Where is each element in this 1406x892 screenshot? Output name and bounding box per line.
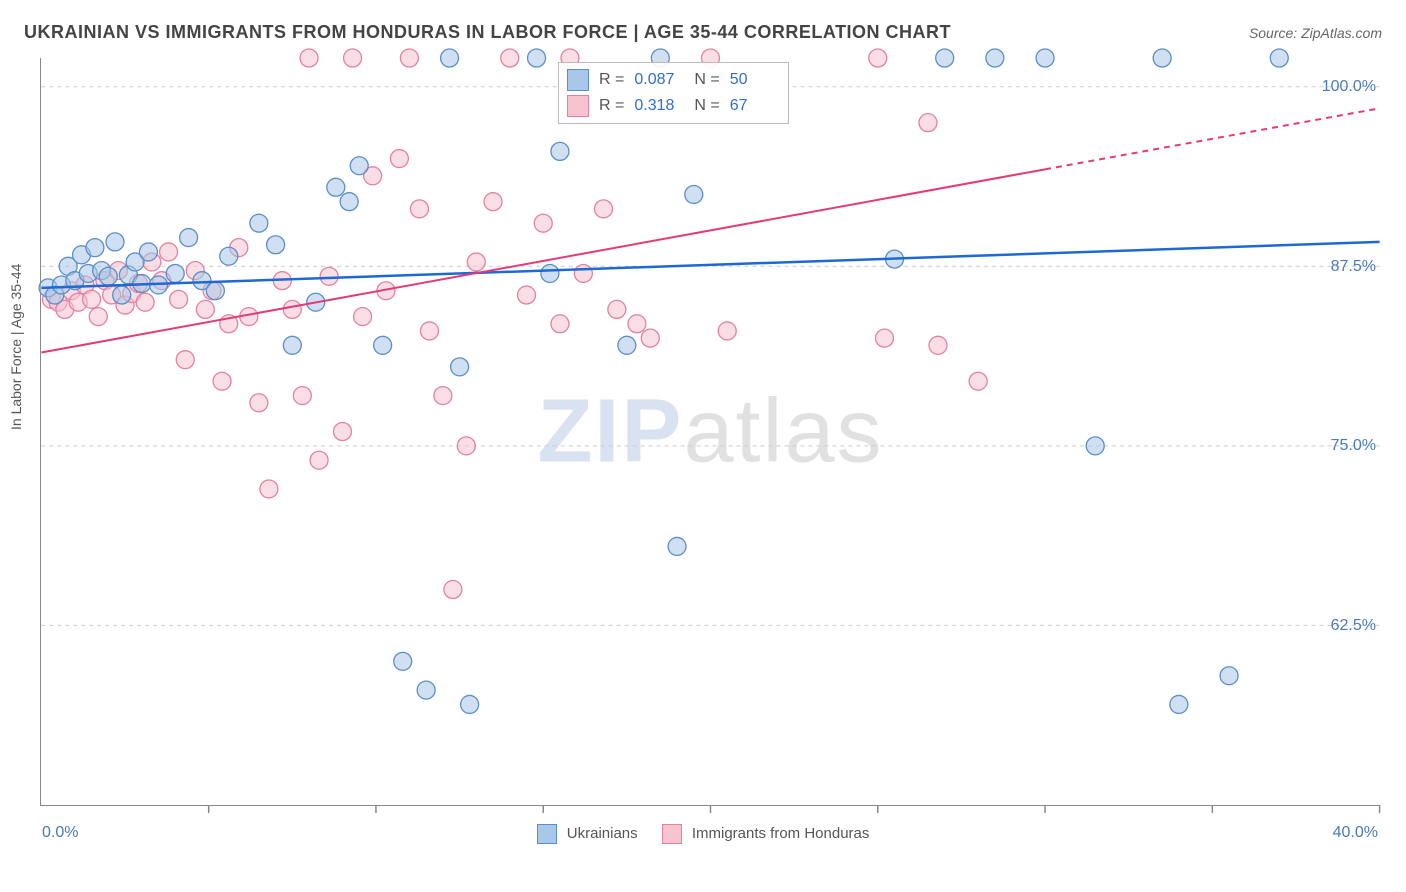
bottom-legend: Ukrainians Immigrants from Honduras bbox=[0, 824, 1406, 844]
chart-container: UKRAINIAN VS IMMIGRANTS FROM HONDURAS IN… bbox=[0, 0, 1406, 892]
x-min-label: 0.0% bbox=[42, 824, 78, 842]
r-value-1: 0.087 bbox=[634, 71, 684, 89]
r-label-1: R = bbox=[599, 71, 624, 89]
r-label-2: R = bbox=[599, 97, 624, 115]
legend-swatch-1 bbox=[537, 824, 557, 844]
stats-row-series-2: R = 0.318 N = 67 bbox=[567, 93, 780, 119]
y-tick-label: 62.5% bbox=[1331, 617, 1376, 635]
n-value-2: 67 bbox=[730, 97, 780, 115]
legend-item-1: Ukrainians bbox=[537, 824, 638, 844]
title-bar: UKRAINIAN VS IMMIGRANTS FROM HONDURAS IN… bbox=[24, 22, 1382, 43]
x-max-label: 40.0% bbox=[1333, 824, 1378, 842]
stats-swatch-1 bbox=[567, 69, 589, 91]
chart-title: UKRAINIAN VS IMMIGRANTS FROM HONDURAS IN… bbox=[24, 22, 951, 43]
source-attribution: Source: ZipAtlas.com bbox=[1249, 25, 1382, 41]
n-value-1: 50 bbox=[730, 71, 780, 89]
stats-row-series-1: R = 0.087 N = 50 bbox=[567, 67, 780, 93]
r-value-2: 0.318 bbox=[634, 97, 684, 115]
stats-legend-box: R = 0.087 N = 50 R = 0.318 N = 67 bbox=[558, 62, 789, 124]
y-axis-label: In Labor Force | Age 35-44 bbox=[8, 264, 24, 430]
stats-swatch-2 bbox=[567, 95, 589, 117]
legend-label-2: Immigrants from Honduras bbox=[692, 825, 870, 842]
y-tick-label: 87.5% bbox=[1331, 258, 1376, 276]
plot-svg bbox=[41, 58, 1380, 805]
legend-label-1: Ukrainians bbox=[567, 825, 638, 842]
plot-area: ZIPatlas bbox=[40, 58, 1380, 806]
n-label-1: N = bbox=[694, 71, 719, 89]
legend-item-2: Immigrants from Honduras bbox=[662, 824, 870, 844]
y-tick-label: 100.0% bbox=[1322, 78, 1376, 96]
y-tick-label: 75.0% bbox=[1331, 437, 1376, 455]
n-label-2: N = bbox=[694, 97, 719, 115]
legend-swatch-2 bbox=[662, 824, 682, 844]
